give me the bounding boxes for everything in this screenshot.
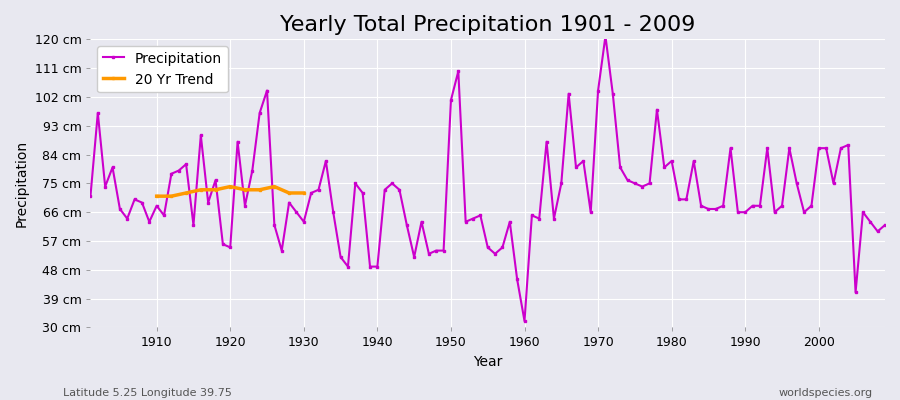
20 Yr Trend bbox=[299, 190, 310, 195]
Precipitation bbox=[350, 181, 361, 186]
Precipitation bbox=[86, 194, 96, 198]
20 Yr Trend bbox=[239, 187, 250, 192]
Title: Yearly Total Precipitation 1901 - 2009: Yearly Total Precipitation 1901 - 2009 bbox=[280, 15, 696, 35]
20 Yr Trend bbox=[195, 187, 206, 192]
Text: worldspecies.org: worldspecies.org bbox=[778, 388, 873, 398]
20 Yr Trend bbox=[210, 187, 220, 192]
20 Yr Trend bbox=[284, 190, 294, 195]
Text: Latitude 5.25 Longitude 39.75: Latitude 5.25 Longitude 39.75 bbox=[63, 388, 232, 398]
20 Yr Trend bbox=[181, 190, 192, 195]
Legend: Precipitation, 20 Yr Trend: Precipitation, 20 Yr Trend bbox=[97, 46, 228, 92]
Precipitation bbox=[526, 213, 537, 218]
20 Yr Trend bbox=[269, 184, 280, 189]
Precipitation bbox=[519, 319, 530, 324]
Y-axis label: Precipitation: Precipitation bbox=[15, 140, 29, 227]
X-axis label: Year: Year bbox=[473, 355, 502, 369]
Precipitation bbox=[600, 34, 611, 38]
Precipitation bbox=[306, 190, 317, 195]
Precipitation bbox=[144, 219, 155, 224]
Precipitation bbox=[622, 178, 633, 182]
20 Yr Trend bbox=[225, 184, 236, 189]
Precipitation bbox=[879, 222, 890, 227]
20 Yr Trend bbox=[151, 194, 162, 198]
Line: Precipitation: Precipitation bbox=[89, 35, 886, 322]
20 Yr Trend bbox=[166, 194, 176, 198]
Line: 20 Yr Trend: 20 Yr Trend bbox=[156, 185, 305, 198]
Precipitation bbox=[512, 277, 523, 282]
20 Yr Trend bbox=[255, 187, 266, 192]
